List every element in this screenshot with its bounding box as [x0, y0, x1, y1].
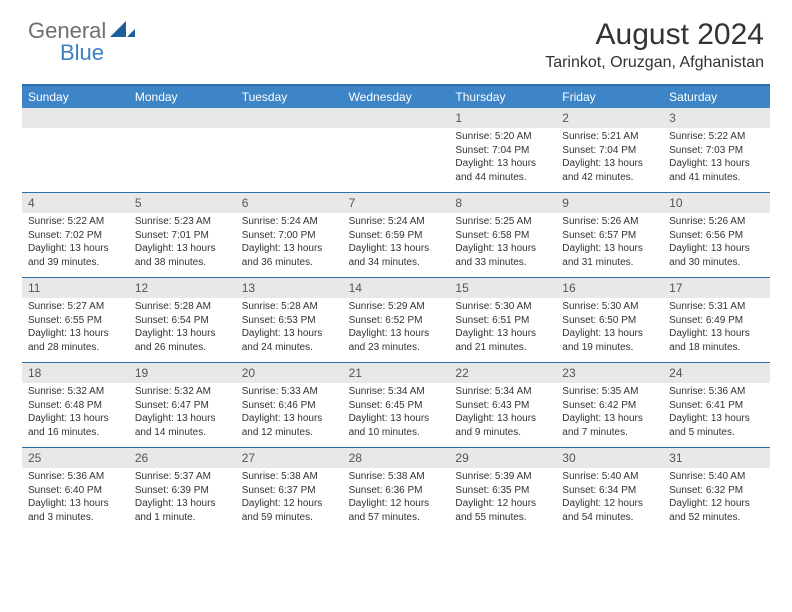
day-cell: Sunrise: 5:20 AMSunset: 7:04 PMDaylight:…: [449, 128, 556, 192]
day-cell: Sunrise: 5:39 AMSunset: 6:35 PMDaylight:…: [449, 468, 556, 532]
day-number: 14: [343, 278, 450, 298]
day-number: [236, 108, 343, 128]
day-cell: Sunrise: 5:35 AMSunset: 6:42 PMDaylight:…: [556, 383, 663, 447]
weekday-header: Thursday: [449, 86, 556, 108]
day-number: 11: [22, 278, 129, 298]
day-cell: Sunrise: 5:36 AMSunset: 6:40 PMDaylight:…: [22, 468, 129, 532]
day-cell: Sunrise: 5:27 AMSunset: 6:55 PMDaylight:…: [22, 298, 129, 362]
day-cell: Sunrise: 5:36 AMSunset: 6:41 PMDaylight:…: [663, 383, 770, 447]
day-number: 28: [343, 448, 450, 468]
logo-text-blue: Blue: [60, 40, 104, 66]
day-cell: Sunrise: 5:24 AMSunset: 7:00 PMDaylight:…: [236, 213, 343, 277]
day-number: 21: [343, 363, 450, 383]
day-cell: Sunrise: 5:28 AMSunset: 6:54 PMDaylight:…: [129, 298, 236, 362]
day-cell: Sunrise: 5:25 AMSunset: 6:58 PMDaylight:…: [449, 213, 556, 277]
day-number-row: 123: [22, 108, 770, 128]
day-cell: Sunrise: 5:38 AMSunset: 6:37 PMDaylight:…: [236, 468, 343, 532]
day-number: 25: [22, 448, 129, 468]
day-info-row: Sunrise: 5:36 AMSunset: 6:40 PMDaylight:…: [22, 468, 770, 532]
weekday-header-row: SundayMondayTuesdayWednesdayThursdayFrid…: [22, 86, 770, 108]
day-cell: Sunrise: 5:33 AMSunset: 6:46 PMDaylight:…: [236, 383, 343, 447]
day-info-row: Sunrise: 5:32 AMSunset: 6:48 PMDaylight:…: [22, 383, 770, 447]
weekday-header: Sunday: [22, 86, 129, 108]
day-cell: Sunrise: 5:26 AMSunset: 6:56 PMDaylight:…: [663, 213, 770, 277]
calendar: SundayMondayTuesdayWednesdayThursdayFrid…: [22, 84, 770, 532]
day-number: 29: [449, 448, 556, 468]
day-number: 1: [449, 108, 556, 128]
day-number: 16: [556, 278, 663, 298]
day-number: 8: [449, 193, 556, 213]
day-number: 18: [22, 363, 129, 383]
day-number: 26: [129, 448, 236, 468]
day-number: 6: [236, 193, 343, 213]
day-cell: Sunrise: 5:40 AMSunset: 6:32 PMDaylight:…: [663, 468, 770, 532]
day-cell: Sunrise: 5:24 AMSunset: 6:59 PMDaylight:…: [343, 213, 450, 277]
day-cell: [236, 128, 343, 192]
day-number: 7: [343, 193, 450, 213]
weekday-header: Friday: [556, 86, 663, 108]
day-number: 17: [663, 278, 770, 298]
day-cell: Sunrise: 5:23 AMSunset: 7:01 PMDaylight:…: [129, 213, 236, 277]
day-number-row: 18192021222324: [22, 362, 770, 383]
day-cell: Sunrise: 5:30 AMSunset: 6:51 PMDaylight:…: [449, 298, 556, 362]
day-number: 20: [236, 363, 343, 383]
day-number: 22: [449, 363, 556, 383]
day-number: 2: [556, 108, 663, 128]
day-cell: [343, 128, 450, 192]
day-cell: Sunrise: 5:32 AMSunset: 6:48 PMDaylight:…: [22, 383, 129, 447]
header: General Blue August 2024 Tarinkot, Oruzg…: [0, 0, 792, 78]
weekday-header: Wednesday: [343, 86, 450, 108]
day-number: [22, 108, 129, 128]
day-cell: Sunrise: 5:40 AMSunset: 6:34 PMDaylight:…: [556, 468, 663, 532]
day-cell: Sunrise: 5:22 AMSunset: 7:02 PMDaylight:…: [22, 213, 129, 277]
weekday-header: Tuesday: [236, 86, 343, 108]
day-cell: Sunrise: 5:32 AMSunset: 6:47 PMDaylight:…: [129, 383, 236, 447]
weekday-header: Monday: [129, 86, 236, 108]
day-number: 24: [663, 363, 770, 383]
day-number-row: 25262728293031: [22, 447, 770, 468]
logo-sail-icon: [110, 19, 136, 44]
title-block: August 2024 Tarinkot, Oruzgan, Afghanist…: [545, 18, 764, 72]
day-number: 15: [449, 278, 556, 298]
day-cell: Sunrise: 5:22 AMSunset: 7:03 PMDaylight:…: [663, 128, 770, 192]
day-cell: Sunrise: 5:26 AMSunset: 6:57 PMDaylight:…: [556, 213, 663, 277]
day-cell: Sunrise: 5:30 AMSunset: 6:50 PMDaylight:…: [556, 298, 663, 362]
day-cell: Sunrise: 5:38 AMSunset: 6:36 PMDaylight:…: [343, 468, 450, 532]
day-cell: Sunrise: 5:28 AMSunset: 6:53 PMDaylight:…: [236, 298, 343, 362]
day-cell: Sunrise: 5:37 AMSunset: 6:39 PMDaylight:…: [129, 468, 236, 532]
day-number: 3: [663, 108, 770, 128]
day-cell: Sunrise: 5:31 AMSunset: 6:49 PMDaylight:…: [663, 298, 770, 362]
day-number: [129, 108, 236, 128]
day-number: 30: [556, 448, 663, 468]
day-number: 10: [663, 193, 770, 213]
logo: General Blue: [28, 18, 136, 44]
day-cell: [22, 128, 129, 192]
day-number: [343, 108, 450, 128]
day-info-row: Sunrise: 5:22 AMSunset: 7:02 PMDaylight:…: [22, 213, 770, 277]
day-cell: Sunrise: 5:29 AMSunset: 6:52 PMDaylight:…: [343, 298, 450, 362]
day-number: 12: [129, 278, 236, 298]
day-number-row: 45678910: [22, 192, 770, 213]
day-info-row: Sunrise: 5:27 AMSunset: 6:55 PMDaylight:…: [22, 298, 770, 362]
day-number-row: 11121314151617: [22, 277, 770, 298]
day-number: 4: [22, 193, 129, 213]
day-number: 9: [556, 193, 663, 213]
day-cell: Sunrise: 5:21 AMSunset: 7:04 PMDaylight:…: [556, 128, 663, 192]
day-cell: Sunrise: 5:34 AMSunset: 6:43 PMDaylight:…: [449, 383, 556, 447]
day-cell: Sunrise: 5:34 AMSunset: 6:45 PMDaylight:…: [343, 383, 450, 447]
day-number: 5: [129, 193, 236, 213]
day-number: 19: [129, 363, 236, 383]
day-number: 13: [236, 278, 343, 298]
day-info-row: Sunrise: 5:20 AMSunset: 7:04 PMDaylight:…: [22, 128, 770, 192]
day-number: 27: [236, 448, 343, 468]
day-number: 31: [663, 448, 770, 468]
month-title: August 2024: [545, 18, 764, 52]
location: Tarinkot, Oruzgan, Afghanistan: [545, 54, 764, 72]
weekday-header: Saturday: [663, 86, 770, 108]
day-cell: [129, 128, 236, 192]
weeks-container: 123Sunrise: 5:20 AMSunset: 7:04 PMDaylig…: [22, 108, 770, 532]
day-number: 23: [556, 363, 663, 383]
